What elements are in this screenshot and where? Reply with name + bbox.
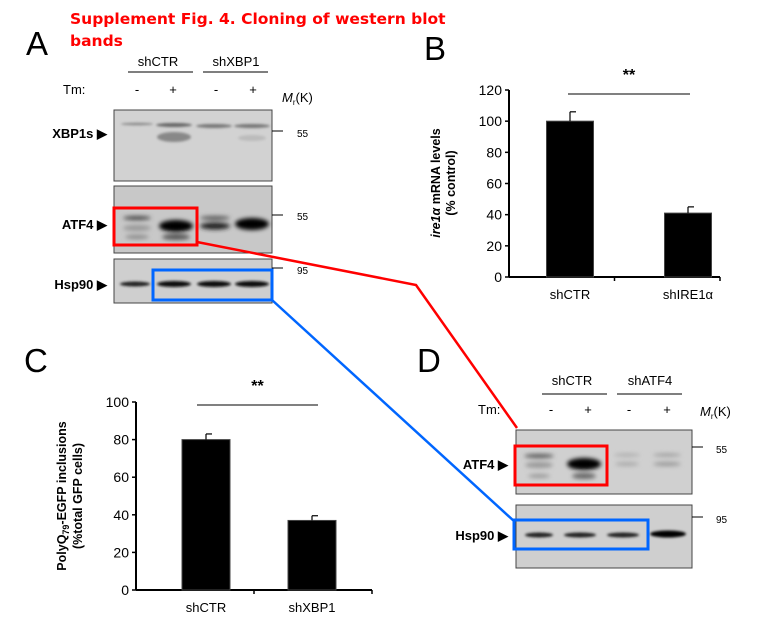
blot-hsp90 (113, 258, 273, 304)
blot-label-atf4: ATF4 ▶ (463, 457, 509, 472)
group-label-shctr: shCTR (138, 54, 178, 69)
bar-shCTR (181, 439, 231, 591)
blot-label-xbp1s: XBP1s ▶ (52, 126, 108, 141)
y-tick-label: 40 (113, 507, 129, 523)
treatment-sign: + (249, 82, 257, 97)
treatment-sign: - (214, 82, 218, 97)
figure-title-line2: bands (70, 32, 123, 50)
panel-b-letter: B (424, 30, 446, 67)
y-tick-label: 20 (113, 544, 129, 560)
y-tick-label: 0 (494, 269, 502, 285)
mw-marker: 55 (297, 212, 309, 223)
blot-hsp90-d (515, 504, 693, 569)
treatment-sign: + (584, 402, 592, 417)
panel-a-letter: A (26, 25, 48, 62)
x-tick-label: shIRE1α (663, 287, 714, 302)
y-tick-label: 60 (113, 469, 129, 485)
group-label-shatf4: shATF4 (628, 373, 673, 388)
y-tick-label: 60 (486, 176, 502, 192)
bar-shCTR (546, 120, 594, 278)
x-tick-label: shXBP1 (289, 600, 336, 615)
hsp90-connector-line (271, 299, 516, 523)
x-tick-label: shCTR (186, 600, 226, 615)
panel-c-letter: C (24, 342, 48, 379)
blot-atf4-d (515, 429, 693, 495)
group-label-shctr: shCTR (552, 373, 592, 388)
bar-shIRE1α (664, 212, 712, 278)
treatment-sign: + (663, 402, 671, 417)
y-tick-label: 80 (113, 432, 129, 448)
blot-label-atf4: ATF4 ▶ (62, 217, 108, 232)
y-tick-label: 40 (486, 207, 502, 223)
blot-atf4 (113, 185, 273, 254)
bar-shXBP1 (287, 519, 337, 591)
y-axis-label-c-line2: (%total GFP cells) (71, 443, 85, 549)
figure-title-line1: Supplement Fig. 4. Cloning of western bl… (70, 10, 446, 28)
blot-label-hsp90: Hsp90 ▶ (54, 277, 108, 292)
treatment-sign: - (627, 402, 631, 417)
panel-d-letter: D (417, 342, 441, 379)
y-tick-label: 100 (106, 394, 130, 410)
treatment-label: Tm: (63, 82, 85, 97)
significance-marker: ** (623, 67, 636, 84)
significance-marker: ** (251, 378, 264, 395)
y-axis-label-c: PolyQ79-EGFP inclusions (55, 421, 71, 570)
atf4-highlight-box-d (513, 444, 609, 487)
mw-header: Mr(K) (282, 90, 313, 107)
hsp90-highlight-box-d (512, 518, 650, 551)
y-axis-label-b: ire1α mRNA levels (429, 128, 443, 237)
mw-marker: 55 (716, 445, 728, 456)
x-tick-label: shCTR (550, 287, 590, 302)
mw-marker: 95 (716, 515, 728, 526)
bar-chart-b: 0 20 40 60 80 100 120 shCTR shIRE1α ** (479, 67, 721, 302)
y-tick-label: 80 (486, 144, 502, 160)
treatment-sign: - (549, 402, 553, 417)
y-tick-label: 20 (486, 238, 502, 254)
mw-marker: 55 (297, 129, 309, 140)
y-tick-label: 0 (121, 582, 129, 598)
atf4-highlight-box-a (112, 206, 199, 247)
y-tick-label: 100 (479, 113, 503, 129)
atf4-connector-line (196, 240, 519, 429)
blot-label-hsp90: Hsp90 ▶ (455, 528, 509, 543)
treatment-sign: + (169, 82, 177, 97)
blot-xbp1s (113, 109, 273, 182)
group-label-shxbp1: shXBP1 (213, 54, 260, 69)
bar-chart-c: 0 20 40 60 80 100 shCTR shXBP1 ** (106, 378, 373, 615)
treatment-label: Tm: (478, 402, 500, 417)
y-tick-label: 120 (479, 82, 503, 98)
hsp90-highlight-box-a (151, 268, 274, 302)
mw-header: Mr(K) (700, 404, 731, 421)
treatment-sign: - (135, 82, 139, 97)
y-axis-label-b-line2: (% control) (444, 150, 458, 215)
highlight-overlay (112, 206, 650, 551)
mw-marker: 95 (297, 266, 309, 277)
